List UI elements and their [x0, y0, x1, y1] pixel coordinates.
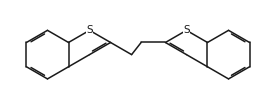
Text: S: S	[183, 25, 190, 35]
Text: S: S	[86, 25, 93, 35]
